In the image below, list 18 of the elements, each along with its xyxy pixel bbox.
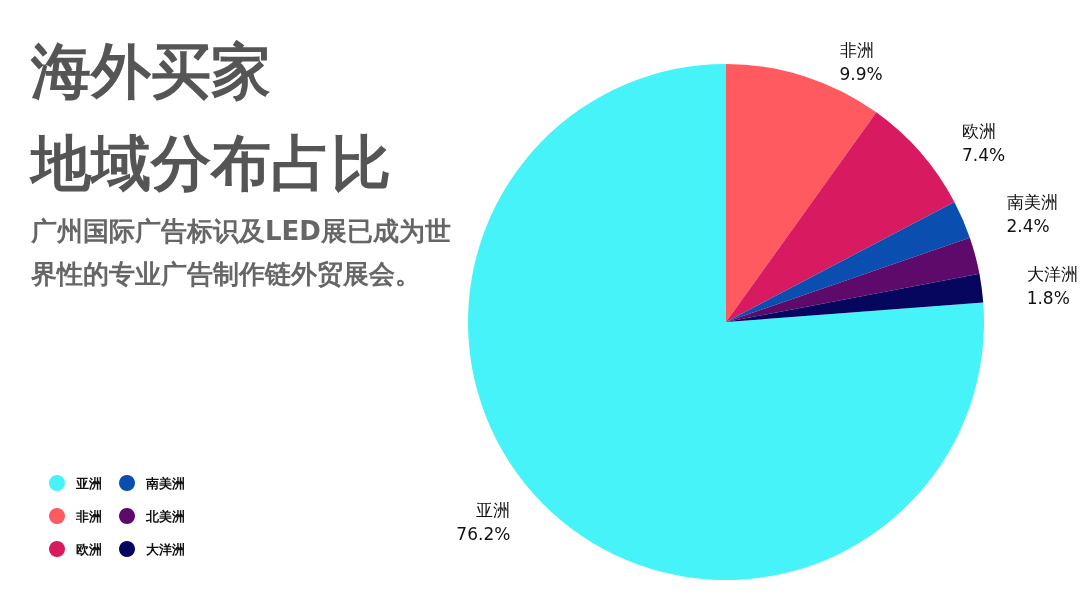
slice-label: 亚洲 xyxy=(476,500,511,521)
text: 广州国际广告标识及LED展已成为世界性的专业广告制作链外贸展会。 xyxy=(30,215,451,289)
slice-label: 南美洲 xyxy=(1006,191,1058,212)
slice-label: 欧洲 xyxy=(961,120,996,141)
legend-label: 大洋洲 xyxy=(146,541,185,557)
slice-label: 非洲 xyxy=(839,40,874,61)
data-label: 1.8% xyxy=(1026,288,1070,309)
legend-label: 南美洲 xyxy=(145,475,185,491)
slice-label: 大洋洲 xyxy=(1026,264,1078,285)
data-label: 2.4% xyxy=(1006,215,1050,236)
legend-label: 欧洲 xyxy=(76,541,102,557)
legend-label: 非洲 xyxy=(75,508,102,524)
data-label: 76.2% xyxy=(456,524,511,545)
legend-label: 亚洲 xyxy=(75,475,102,491)
data-label: 9.9% xyxy=(839,64,883,85)
legend-label: 北美洲 xyxy=(145,508,185,524)
data-label: 7.4% xyxy=(961,144,1006,165)
text: 海外买家地域分布占比 xyxy=(29,36,391,198)
